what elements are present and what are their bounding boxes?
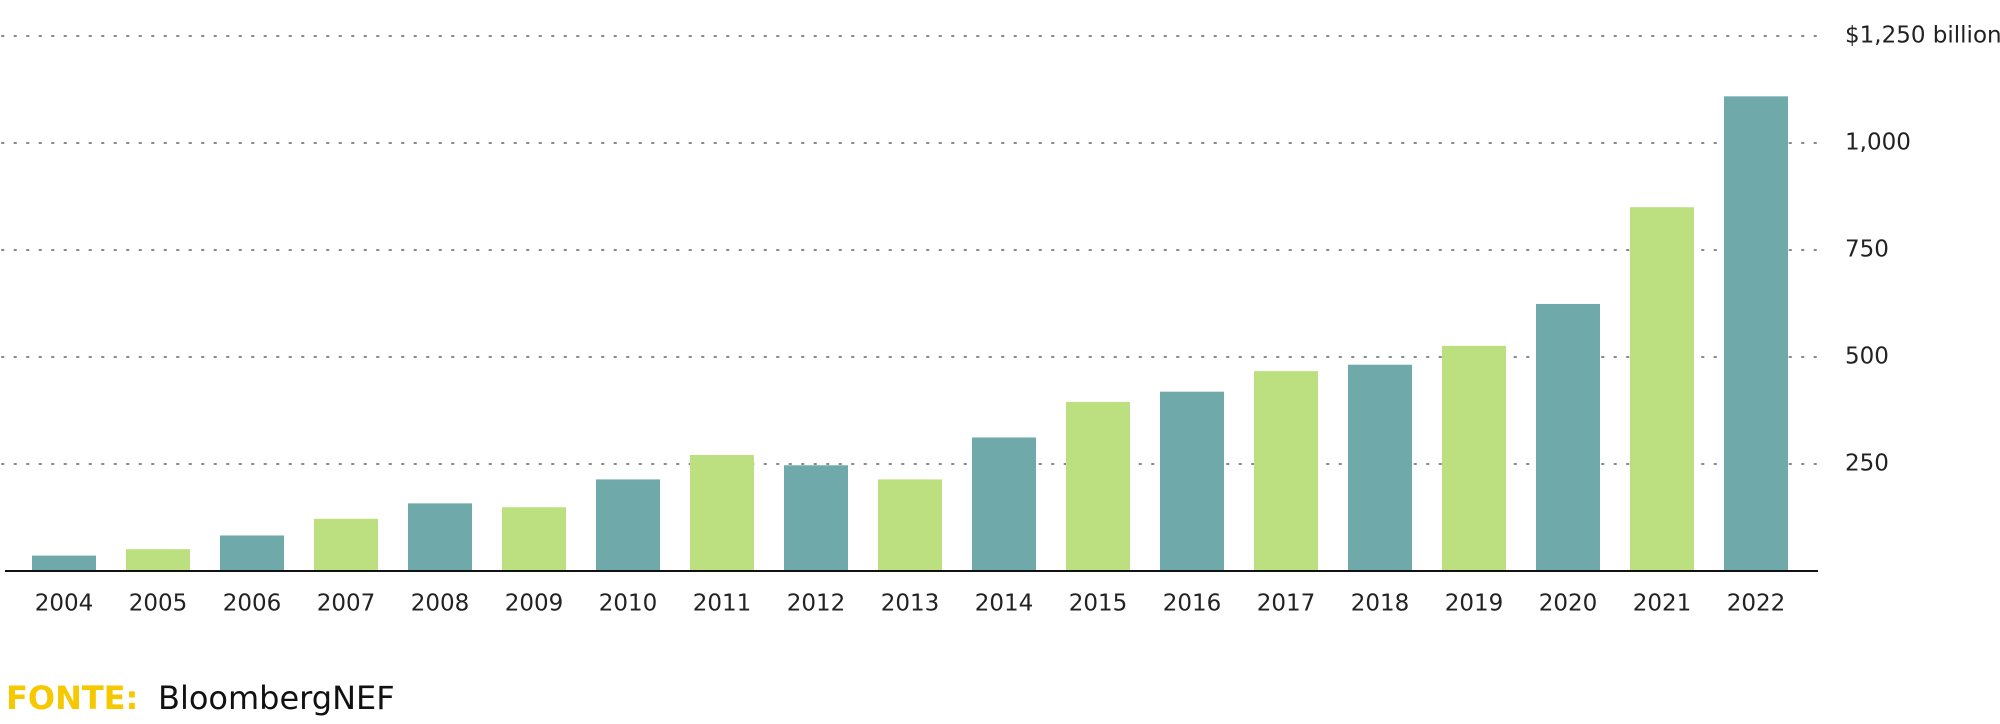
x-tick-label: 2016 bbox=[1163, 591, 1222, 617]
bar bbox=[1348, 364, 1412, 571]
bar bbox=[690, 455, 754, 571]
bar bbox=[1724, 96, 1788, 572]
x-tick-label: 2007 bbox=[317, 591, 376, 617]
x-tick-label: 2020 bbox=[1539, 591, 1598, 617]
bar bbox=[220, 535, 284, 571]
x-tick-label: 2012 bbox=[787, 591, 846, 617]
bar bbox=[1254, 371, 1318, 571]
bar bbox=[1630, 207, 1694, 571]
x-tick-label: 2013 bbox=[881, 591, 940, 617]
bar bbox=[596, 479, 660, 571]
x-tick-label: 2004 bbox=[35, 591, 94, 617]
x-tick-label: 2008 bbox=[411, 591, 470, 617]
y-tick-label: 500 bbox=[1845, 344, 1889, 370]
y-tick-label: 250 bbox=[1845, 451, 1889, 477]
bar bbox=[1442, 345, 1506, 571]
source: BloombergNEF bbox=[158, 679, 395, 717]
bar bbox=[878, 479, 942, 571]
bar bbox=[408, 503, 472, 571]
x-tick-label: 2005 bbox=[129, 591, 188, 617]
bar bbox=[502, 507, 566, 571]
bar bbox=[32, 555, 96, 571]
bar bbox=[1066, 401, 1130, 571]
bar bbox=[1536, 303, 1600, 571]
x-tick-label: 2017 bbox=[1257, 591, 1316, 617]
x-tick-label: 2009 bbox=[505, 591, 564, 617]
source-label: FONTE: bbox=[6, 679, 138, 717]
x-tick-label: 2015 bbox=[1069, 591, 1128, 617]
bar bbox=[314, 518, 378, 571]
x-tick-label: 2018 bbox=[1351, 591, 1410, 617]
x-tick-label: 2022 bbox=[1727, 591, 1786, 617]
bar bbox=[784, 465, 848, 571]
x-tick-label: 2014 bbox=[975, 591, 1034, 617]
x-tick-label: 2019 bbox=[1445, 591, 1504, 617]
y-tick-label: 1,000 bbox=[1845, 130, 1911, 156]
bar bbox=[1160, 391, 1224, 571]
bar bbox=[972, 437, 1036, 571]
x-tick-label: 2006 bbox=[223, 591, 282, 617]
y-tick-label: 750 bbox=[1845, 237, 1889, 263]
x-tick-label: 2021 bbox=[1633, 591, 1692, 617]
x-tick-label: 2011 bbox=[693, 591, 752, 617]
x-tick-label: 2010 bbox=[599, 591, 658, 617]
y-tick-label: $1,250 billion bbox=[1845, 23, 2000, 49]
bar bbox=[126, 549, 190, 571]
